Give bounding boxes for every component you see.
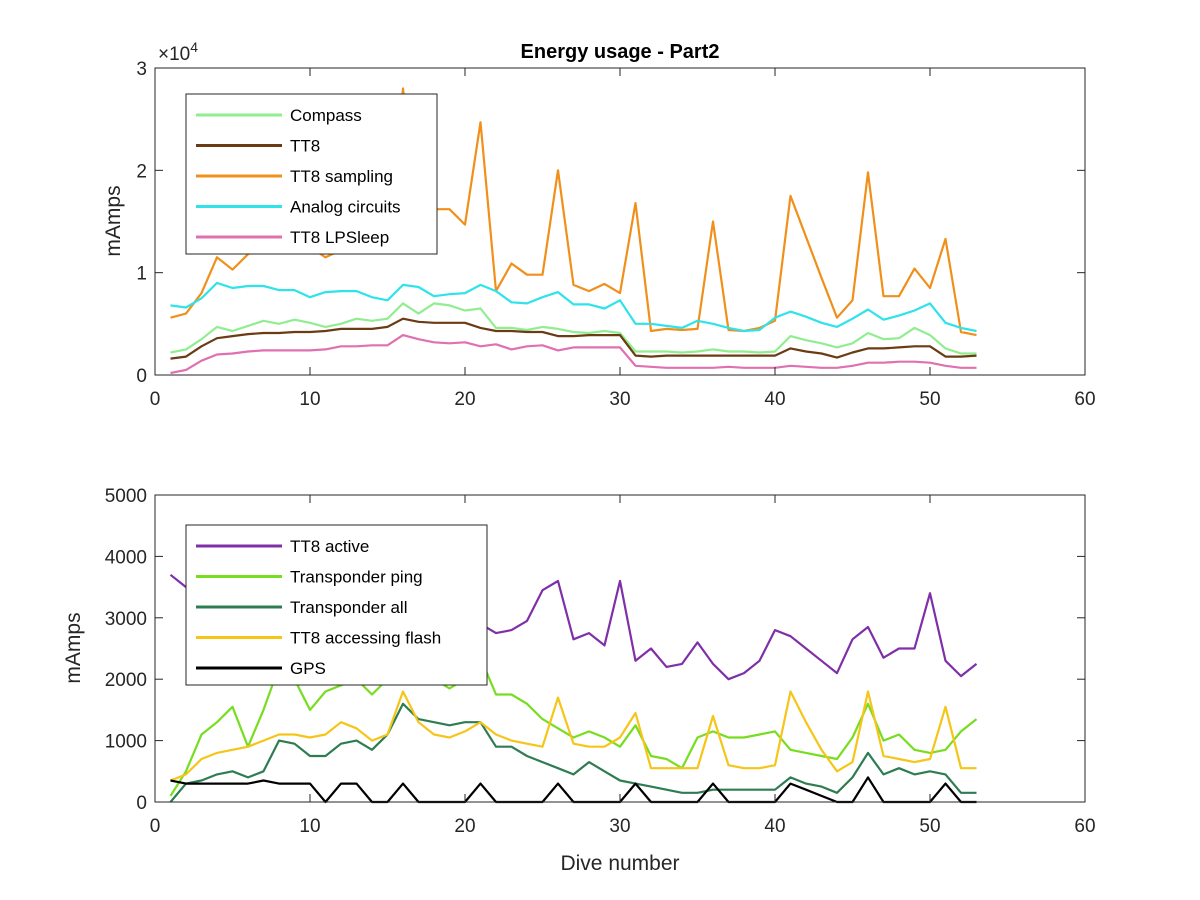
series-line-transponder-all [169, 702, 977, 803]
top-legend: Compass TT8 TT8 sampling Analog circuits TT8… [185, 93, 438, 255]
x-tick-label: 60 [1074, 816, 1095, 837]
y-tick-label: 3 [136, 59, 147, 80]
x-tick-label: 30 [609, 816, 630, 837]
top-tick-marks: 0 10 20 30 40 50 60 0 1 2 3 [136, 59, 1095, 410]
y-tick-label: 0 [136, 793, 147, 814]
x-tick-label: 10 [299, 816, 320, 837]
legend-label-tt8-sampling: TT8 sampling [290, 167, 393, 186]
x-tick-label: 30 [609, 389, 630, 410]
bottom-legend: TT8 active Transponder ping Transponder al… [185, 524, 488, 686]
bottom-chart: 0 10 20 30 40 50 60 0 1000 2000 3000 4000 5000 mAmps… [62, 486, 1096, 875]
x-tick-label: 50 [919, 389, 940, 410]
x-tick-label: 10 [299, 389, 320, 410]
legend-label-tt8-active: TT8 active [290, 537, 369, 556]
x-tick-label: 50 [919, 816, 940, 837]
series-line-tt8-lpsleep [170, 334, 977, 375]
bottom-tick-marks: 0 10 20 30 40 50 60 0 1000 2000 3000 4000 5000 [105, 486, 1096, 837]
y-tick-label: 0 [136, 366, 147, 387]
legend-label-tt8-lpsleep: TT8 LPSleep [290, 228, 389, 247]
x-tick-label: 0 [150, 816, 161, 837]
y-tick-label: 1 [136, 264, 147, 285]
series-line-compass [170, 302, 977, 355]
legend-label-transponder-ping: Transponder ping [290, 568, 423, 587]
legend-box [185, 524, 488, 686]
legend-label-tt8-accessing-flash: TT8 accessing flash [290, 629, 441, 648]
series-line-transponder-ping [169, 656, 978, 797]
y-tick-label: 2000 [105, 670, 147, 691]
series-line-tt8-accessing-flash [170, 690, 977, 782]
series-line-analog-circuits [170, 281, 977, 333]
x-tick-label: 40 [764, 816, 785, 837]
legend-label-compass: Compass [290, 106, 362, 125]
y-tick-label: 1000 [105, 732, 147, 753]
legend-label-analog-circuits: Analog circuits [290, 198, 401, 217]
y-exponent-label: ×104 [158, 39, 198, 65]
bottom-x-axis-label: Dive number [560, 852, 679, 875]
y-tick-label: 2 [136, 161, 147, 182]
legend-label-gps: GPS [290, 659, 326, 678]
bottom-y-axis-label: mAmps [62, 612, 85, 683]
x-tick-label: 40 [764, 389, 785, 410]
x-tick-label: 0 [150, 389, 161, 410]
legend-label-tt8: TT8 [290, 137, 320, 156]
legend-label-transponder-all: Transponder all [290, 598, 408, 617]
legend-box [185, 93, 438, 255]
y-tick-label: 3000 [105, 609, 147, 630]
chart-title: Energy usage - Part2 [521, 41, 720, 63]
x-tick-label: 20 [454, 816, 475, 837]
series-line-tt8 [170, 317, 977, 360]
top-chart: Energy usage - Part2 ×104 0 10 20 30 40 50 600… [102, 39, 1096, 410]
x-tick-label: 60 [1074, 389, 1095, 410]
top-y-axis-label: mAmps [102, 185, 125, 256]
x-tick-label: 20 [454, 389, 475, 410]
y-tick-label: 4000 [105, 547, 147, 568]
y-tick-label: 5000 [105, 486, 147, 507]
